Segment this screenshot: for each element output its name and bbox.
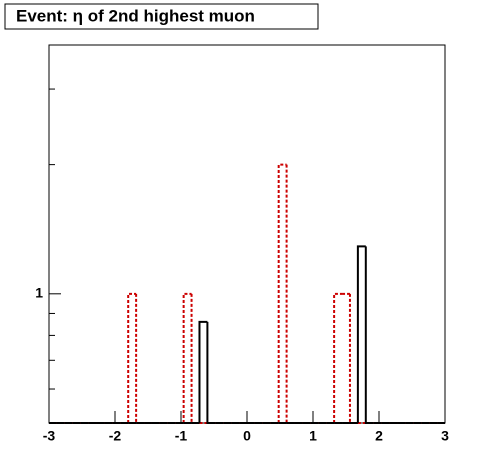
histogram-bin [127,292,137,423]
y-tick-label: 1 [35,285,43,301]
histogram-bin [206,321,216,424]
histogram-bin [348,293,358,424]
histogram-bin [190,293,200,424]
x-tick-label: -1 [175,428,188,444]
histogram-bin [285,164,295,424]
histogram-bin [198,320,208,423]
x-tick-label: 3 [441,428,449,444]
plot-frame [48,44,446,424]
chart-title: Event: η of 2nd highest muon [16,6,255,25]
histogram-bin [356,245,366,423]
histogram-bin [333,292,343,423]
histogram-bin [364,246,374,424]
x-tick-label: 2 [375,428,383,444]
title-box [4,3,319,30]
histogram-bin [277,163,287,423]
x-tick-label: -2 [109,428,122,444]
histogram-bin [135,293,145,424]
x-tick-label: 1 [309,428,317,444]
histogram-bin [182,292,192,423]
x-tick-label: 0 [243,428,251,444]
x-tick-label: -3 [43,428,56,444]
